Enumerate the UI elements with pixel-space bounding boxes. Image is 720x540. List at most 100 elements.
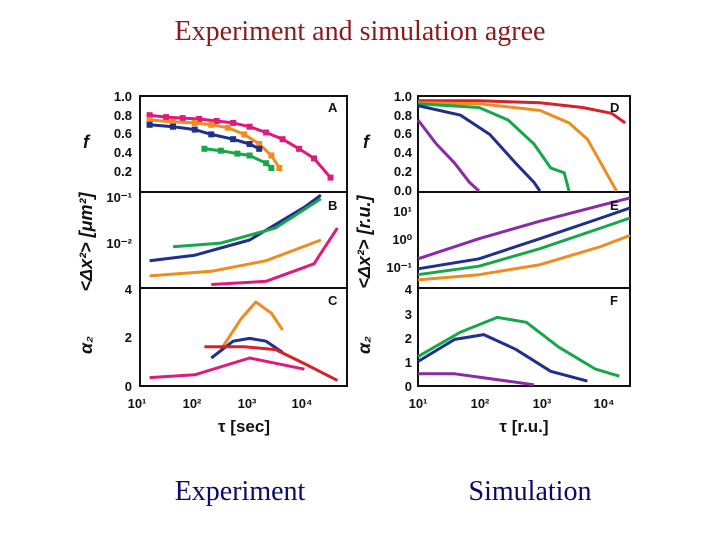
series-D-purple xyxy=(416,119,481,193)
tick-f-right-6: 0.0 xyxy=(394,183,412,198)
tick-f-right-1: 1.0 xyxy=(394,89,412,104)
series-B-navy xyxy=(149,193,322,263)
tick-msd-right-2: 10⁰ xyxy=(392,232,412,247)
series-D-orange xyxy=(417,101,618,192)
y-label-msd-left: <Δx²> [μm²] xyxy=(76,192,96,292)
point-A-navy-1 xyxy=(170,123,176,130)
tick-msd-left-3: 4 xyxy=(125,282,133,297)
point-A-magenta-6 xyxy=(246,123,253,130)
tick-msd-right-4: 4 xyxy=(405,282,413,297)
panel-A-frame xyxy=(139,95,348,193)
tick-alpha-right-4: 0 xyxy=(405,379,412,394)
tick-x-left-2: 10² xyxy=(183,396,202,411)
tick-alpha-left-1: 2 xyxy=(125,330,132,345)
tick-alpha-left-2: 0 xyxy=(125,379,132,394)
tick-msd-left-1: 10⁻¹ xyxy=(106,190,132,205)
point-A-orange-4 xyxy=(224,124,231,131)
y-label-alpha-right: α₂ xyxy=(354,336,374,354)
point-A-magenta-0 xyxy=(146,112,153,119)
tick-x-left-1: 10¹ xyxy=(128,396,147,411)
tick-f-left-1: 1.0 xyxy=(114,89,132,104)
series-F-purple xyxy=(418,372,535,387)
series-D-red xyxy=(418,99,627,125)
panel-C-frame xyxy=(139,287,348,387)
point-A-orange-0 xyxy=(146,117,153,123)
panel-B-frame xyxy=(139,191,348,289)
point-A-orange-2 xyxy=(191,119,198,126)
point-A-orange-3 xyxy=(208,121,215,128)
point-A-orange-6 xyxy=(256,141,263,147)
tick-alpha-right-2: 2 xyxy=(405,331,412,346)
point-A-magenta-3 xyxy=(196,116,203,122)
tick-f-left-2: 0.8 xyxy=(114,108,132,123)
point-A-magenta-10 xyxy=(311,155,317,162)
tick-msd-left-2: 10⁻² xyxy=(106,236,132,251)
y-label-msd-right: <Δx²> [r.u.] xyxy=(354,194,374,288)
slide-title: Experiment and simulation agree xyxy=(174,16,546,47)
x-axis-label-right: τ [r.u.] xyxy=(499,417,548,436)
caption-experiment: Experiment xyxy=(174,476,306,507)
point-A-green-5 xyxy=(268,165,275,171)
panel-label-A: A xyxy=(328,100,338,115)
series-E-navy xyxy=(417,206,631,271)
tick-x-right-4: 10⁴ xyxy=(594,396,615,411)
panel-label-F: F xyxy=(610,293,618,308)
series-E-orange xyxy=(417,233,631,282)
series-B-magenta xyxy=(211,227,339,286)
point-A-orange-1 xyxy=(170,118,176,125)
series-C-red xyxy=(204,345,339,382)
tick-msd-right-3: 10⁻¹ xyxy=(386,260,412,275)
panel-label-D: D xyxy=(610,100,619,115)
point-A-navy-4 xyxy=(230,136,237,143)
tick-f-left-3: 0.6 xyxy=(114,126,132,141)
point-A-orange-8 xyxy=(276,165,283,171)
point-A-orange-7 xyxy=(268,152,275,159)
caption-simulation: Simulation xyxy=(468,476,592,507)
tick-f-right-3: 0.6 xyxy=(394,126,412,141)
y-label-alpha-left: α₂ xyxy=(76,336,96,354)
tick-f-right-4: 0.4 xyxy=(394,145,413,160)
point-A-navy-2 xyxy=(191,126,198,133)
panel-label-C: C xyxy=(328,293,338,308)
tick-x-left-4: 10⁴ xyxy=(292,396,313,411)
tick-f-left-5: 0.2 xyxy=(114,164,132,179)
panel-label-E: E xyxy=(610,198,619,213)
series-D-navy xyxy=(417,104,542,192)
series-B-green xyxy=(172,197,322,249)
series-E-green xyxy=(417,216,631,277)
point-A-green-4 xyxy=(263,160,270,167)
point-A-green-0 xyxy=(201,145,208,152)
tick-x-right-3: 10³ xyxy=(533,396,552,411)
tick-msd-right-1: 10¹ xyxy=(393,204,412,219)
series-F-navy xyxy=(417,333,588,383)
series-B-orange xyxy=(149,238,322,278)
tick-x-right-2: 10² xyxy=(471,396,490,411)
tick-x-right-1: 10¹ xyxy=(409,396,428,411)
series-C-orange xyxy=(219,300,284,351)
tick-alpha-right-1: 3 xyxy=(405,307,412,322)
tick-x-left-3: 10³ xyxy=(238,396,257,411)
panel-label-B: B xyxy=(328,198,337,213)
point-A-navy-3 xyxy=(208,131,215,138)
tick-f-right-2: 0.8 xyxy=(394,108,412,123)
x-axis-label-left: τ [sec] xyxy=(218,417,270,436)
series-F-green xyxy=(417,315,620,378)
point-A-magenta-9 xyxy=(296,145,303,152)
point-A-green-1 xyxy=(217,147,224,154)
point-A-green-2 xyxy=(234,150,241,157)
point-A-magenta-4 xyxy=(213,118,220,124)
y-label-f-left: f xyxy=(83,132,91,152)
point-A-magenta-5 xyxy=(230,119,237,126)
point-A-magenta-7 xyxy=(263,129,270,136)
point-A-magenta-8 xyxy=(279,136,286,143)
point-A-green-3 xyxy=(246,152,253,159)
point-A-navy-6 xyxy=(256,145,263,152)
panel-D-frame xyxy=(417,95,631,193)
point-A-orange-5 xyxy=(241,131,248,138)
series-C-magenta xyxy=(149,356,305,380)
tick-f-right-5: 0.2 xyxy=(394,164,412,179)
series-D-green xyxy=(417,102,571,192)
series-E-purple xyxy=(417,196,631,261)
point-A-magenta-11 xyxy=(327,174,334,181)
